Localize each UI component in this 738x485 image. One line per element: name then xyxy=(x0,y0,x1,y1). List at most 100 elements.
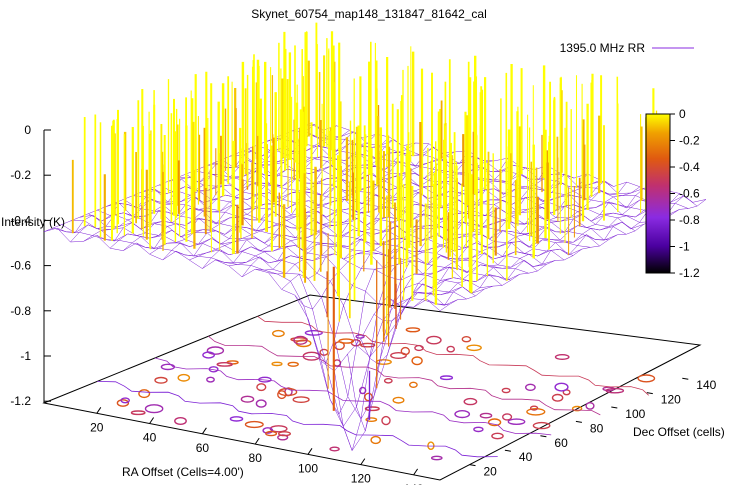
z-tick-label: -1.2 xyxy=(10,394,31,408)
floor-contour-blob xyxy=(430,455,443,461)
floor-contour-blob xyxy=(487,418,502,427)
floor-contour-blob xyxy=(571,405,583,412)
y-tick-label: 60 xyxy=(554,436,568,450)
floor-contour-blob xyxy=(364,406,380,412)
floor-contour-blob xyxy=(463,397,478,406)
mesh-line xyxy=(215,155,482,263)
colorbar-tick-label: -0.2 xyxy=(679,134,700,148)
floor-contour-blob xyxy=(262,427,274,434)
z-tick-label: -1 xyxy=(20,349,31,363)
y-tick-label: 120 xyxy=(661,393,681,407)
floor-contour-blob xyxy=(551,393,564,402)
chart-title: Skynet_60754_map148_131847_81642_cal xyxy=(251,7,487,21)
floor-contour-blob xyxy=(271,361,283,367)
floor-contour-blob xyxy=(507,418,526,426)
mesh-line xyxy=(281,165,548,290)
legend-label: 1395.0 MHz RR xyxy=(560,41,646,55)
x-tick-mark xyxy=(254,437,260,445)
x-tick-mark xyxy=(149,417,155,424)
floor-contour-blob xyxy=(381,415,391,426)
y-axis-label: Dec Offset (cells) xyxy=(633,425,725,439)
floor-contour-blob xyxy=(265,430,278,437)
z-axis-ticks: 0 -0.2 -0.4 -0.6 -0.8 -1 -1.2 xyxy=(10,123,51,408)
floor-contours xyxy=(97,315,656,461)
floor-contour-blob xyxy=(502,413,513,421)
y-tick-mark xyxy=(504,449,511,452)
floor-contour-blob xyxy=(554,382,569,392)
floor-contour-blob xyxy=(229,416,244,422)
floor-contour-blob xyxy=(365,417,378,422)
floor-contour-blob xyxy=(525,383,536,391)
floor-contour-blob xyxy=(411,356,423,366)
floor-contour-blob xyxy=(144,404,164,414)
floor-contour-blob xyxy=(174,417,187,426)
floor-contour-blob xyxy=(491,432,504,440)
y-tick-label: 140 xyxy=(696,378,716,392)
floor-contour-blob xyxy=(446,345,456,353)
y-tick-mark xyxy=(469,464,476,467)
colorbar-tick-label: 0 xyxy=(679,107,686,121)
mesh-line xyxy=(413,193,680,308)
colorbar-gradient xyxy=(645,113,671,274)
z-tick-label: -0.8 xyxy=(10,304,31,318)
x-tick-mark xyxy=(413,468,419,476)
x-axis-ticks: 20 40 60 80 100 120 140 xyxy=(90,407,424,485)
floor-contour-blob xyxy=(390,352,407,360)
legend: 1395.0 MHz RR xyxy=(560,41,694,55)
floor-contour-blob xyxy=(454,410,471,419)
y-tick-label: 20 xyxy=(484,465,498,479)
colorbar-tick-label: -1.2 xyxy=(679,266,700,280)
z-tick-label: -0.6 xyxy=(10,259,31,273)
x-tick-mark xyxy=(360,458,366,465)
floor-contour-blob xyxy=(154,376,168,384)
floor-contour-blob xyxy=(461,336,472,343)
floor-contour-blob xyxy=(338,338,355,344)
floor-contour-blob xyxy=(405,327,421,333)
floor-contour-line xyxy=(208,335,601,416)
floor-contour-blob xyxy=(293,335,308,345)
x-tick-label: 120 xyxy=(351,472,371,485)
floor-plane xyxy=(42,294,702,481)
floor-contour-blob xyxy=(501,387,511,394)
colorbar-tick-label: -0.8 xyxy=(679,213,700,227)
floor-contour-blob xyxy=(585,401,595,410)
floor-contour-blob xyxy=(278,431,292,437)
floor-contour-blob xyxy=(439,375,454,381)
colorbar xyxy=(645,113,671,274)
surface-spikes xyxy=(71,22,658,420)
floor-contour-blob xyxy=(466,344,482,352)
x-tick-label: 140 xyxy=(404,482,424,485)
floor-contour-blob xyxy=(400,346,410,356)
floor-contour-blob xyxy=(526,407,546,416)
floor-contour-blob xyxy=(359,386,367,395)
y-tick-mark xyxy=(682,377,689,380)
floor-contour-line xyxy=(154,357,552,436)
floor-contour-blob xyxy=(202,351,216,359)
floor-outline xyxy=(42,294,702,481)
floor-contour-blob xyxy=(206,376,215,383)
x-axis-label: RA Offset (Cells=4.00') xyxy=(122,465,244,479)
x-tick-mark xyxy=(307,448,313,455)
x-tick-label: 80 xyxy=(249,451,263,465)
y-tick-label: 80 xyxy=(590,421,604,435)
mesh-line xyxy=(334,179,601,452)
mesh-line xyxy=(96,131,363,242)
y-tick-mark xyxy=(646,392,653,395)
floor-contour-blob xyxy=(216,361,233,367)
mesh-line xyxy=(241,157,509,278)
z-tick-label: 0 xyxy=(24,123,31,137)
colorbar-tick-label: -0.6 xyxy=(679,187,700,201)
floor-contour-blob xyxy=(426,335,442,345)
y-tick-mark xyxy=(540,435,547,438)
floor-contour-blob xyxy=(255,399,267,408)
floor-contour-blob xyxy=(287,361,299,367)
floor-contour-blob xyxy=(304,329,323,336)
floor-contour-blob xyxy=(360,342,376,348)
z-axis-label: Intensity (K) xyxy=(1,215,65,229)
x-tick-label: 100 xyxy=(298,461,318,475)
floor-contour-blob xyxy=(206,346,225,355)
z-tick-label: -0.2 xyxy=(10,168,31,182)
x-tick-label: 40 xyxy=(143,431,157,445)
floor-contour-blob xyxy=(120,397,130,404)
